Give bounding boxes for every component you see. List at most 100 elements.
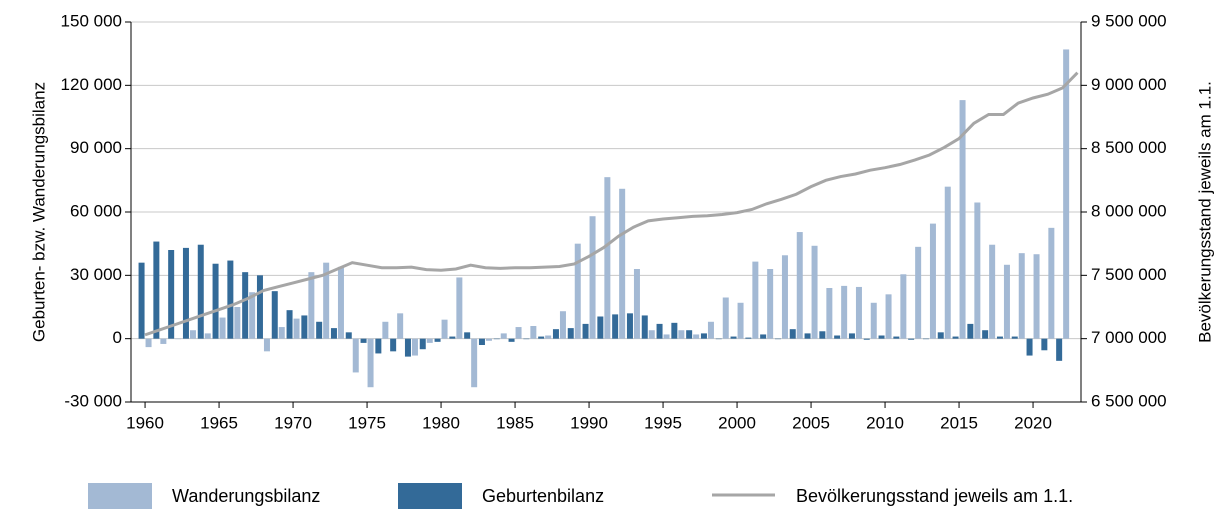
bar [826, 288, 833, 339]
bar [863, 338, 870, 340]
bar [212, 263, 219, 339]
bar [426, 338, 433, 343]
bar [316, 321, 323, 339]
bar [308, 272, 315, 339]
bar [471, 338, 478, 388]
x-tick-label: 1985 [496, 413, 534, 432]
y2-tick-label: 7 500 000 [1091, 265, 1167, 284]
bar [404, 338, 411, 357]
bar [804, 333, 811, 339]
bar [604, 177, 611, 339]
y2-axis-title: Bevölkerungsstand jeweils am 1.1. [1195, 81, 1214, 343]
bar [574, 243, 581, 339]
x-tick-label: 1975 [348, 413, 386, 432]
bar [878, 335, 885, 339]
bar [597, 316, 604, 339]
bar [242, 272, 249, 339]
bar [656, 323, 663, 339]
bar [922, 338, 929, 340]
bar [271, 291, 278, 339]
y-tick-label: 60 000 [70, 201, 122, 220]
y-axis-title: Geburten- bzw. Wanderungsbilanz [29, 82, 48, 342]
bar [375, 338, 382, 354]
bar [1026, 338, 1033, 356]
bar [530, 326, 537, 339]
legend-label: Bevölkerungsstand jeweils am 1.1. [796, 486, 1073, 506]
bar [278, 327, 285, 339]
y-tick-label: 0 [113, 328, 122, 347]
bar [745, 337, 752, 339]
bar [301, 315, 308, 339]
bar [1033, 254, 1040, 339]
bar [382, 321, 389, 339]
x-tick-label: 2005 [792, 413, 830, 432]
bar [619, 188, 626, 339]
bar [1018, 253, 1025, 339]
bar [663, 334, 670, 339]
y2-tick-label: 9 500 000 [1091, 11, 1167, 30]
bar [885, 294, 892, 339]
bar [693, 334, 700, 339]
x-tick-label: 2020 [1014, 413, 1052, 432]
bar [686, 330, 693, 339]
bar [944, 186, 951, 339]
line [144, 71, 1079, 337]
bar [760, 334, 767, 339]
bar [612, 314, 619, 339]
bar [441, 319, 448, 339]
bar [160, 338, 167, 344]
bar [538, 336, 545, 339]
bar [1063, 49, 1070, 339]
x-tick-label: 1995 [644, 413, 682, 432]
bar [567, 328, 574, 339]
bar [523, 338, 530, 340]
x-tick-label: 2010 [866, 413, 904, 432]
bar [552, 329, 559, 339]
bar [153, 241, 160, 339]
bar [952, 336, 959, 339]
y2-tick-label: 6 500 000 [1091, 391, 1167, 410]
bar [974, 202, 981, 339]
bar [752, 261, 759, 339]
bar [456, 277, 463, 339]
bar [959, 100, 966, 339]
bar [390, 338, 397, 352]
bar [559, 311, 566, 339]
bar [700, 333, 707, 339]
bar [256, 275, 263, 339]
bar [515, 327, 522, 339]
bar [1011, 336, 1018, 339]
bar [855, 286, 862, 339]
bar [908, 338, 915, 340]
bar [234, 307, 241, 339]
y-tick-label: 90 000 [70, 138, 122, 157]
bar [293, 318, 300, 339]
y-tick-label: 150 000 [61, 11, 122, 30]
x-tick-label: 1960 [126, 413, 164, 432]
bar [915, 246, 922, 339]
bar [138, 262, 145, 339]
bar [189, 330, 196, 339]
bar [249, 292, 256, 339]
bar [464, 332, 471, 339]
bar [671, 322, 678, 339]
y2-tick-label: 8 500 000 [1091, 138, 1167, 157]
bar [678, 330, 685, 339]
bar [715, 338, 722, 340]
legend: Wanderungsbilanz Geburtenbilanz Bevölkerun… [88, 483, 1073, 509]
bar [286, 310, 293, 339]
legend-swatch [88, 483, 152, 509]
bar [589, 216, 596, 339]
bar [982, 330, 989, 339]
y2-tick-label: 7 000 000 [1091, 328, 1167, 347]
y-tick-label: 30 000 [70, 265, 122, 284]
bar [722, 297, 729, 339]
bar [789, 329, 796, 339]
bar [345, 332, 352, 339]
bar [145, 338, 152, 348]
bar [182, 247, 189, 339]
bar [500, 333, 507, 339]
x-tick-label: 1990 [570, 413, 608, 432]
bar [929, 223, 936, 339]
